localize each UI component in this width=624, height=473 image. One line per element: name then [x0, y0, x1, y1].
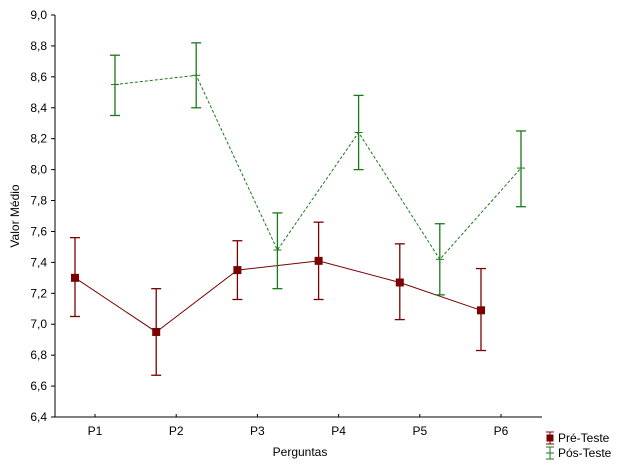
data-point	[71, 273, 79, 282]
series-marks	[70, 42, 526, 376]
series-line-1	[114, 74, 522, 261]
y-tick-label: 6,8	[30, 348, 47, 362]
y-tick-label: 8,6	[30, 70, 47, 84]
legend-label: Pós-Teste	[558, 446, 612, 460]
data-point	[233, 266, 242, 275]
error-bar	[516, 130, 526, 208]
y-tick-label: 7,6	[30, 224, 47, 238]
data-point	[152, 327, 161, 336]
y-tick-label: 6,6	[30, 379, 47, 393]
y-tick-label: 8,8	[30, 39, 47, 53]
data-point	[314, 256, 323, 265]
x-tick-label: P5	[412, 424, 427, 438]
y-tick-label: 7,8	[30, 194, 47, 208]
error-bar	[110, 54, 120, 117]
x-axis-label: Perguntas	[273, 445, 328, 459]
data-point	[477, 306, 485, 315]
error-bar	[272, 212, 283, 290]
x-tick-label: P1	[88, 424, 103, 438]
x-tick-label: P6	[494, 424, 509, 438]
y-tick-label: 9,0	[30, 8, 47, 22]
y-tick-label: 7,4	[30, 255, 47, 269]
x-tick-label: P2	[169, 424, 184, 438]
y-tick-label: 7,0	[30, 317, 47, 331]
y-tick-label: 8,4	[30, 101, 47, 115]
x-tick-label: P3	[250, 424, 265, 438]
y-tick-label: 8,2	[30, 132, 47, 146]
y-axis-label: Valor Médio	[8, 184, 22, 247]
data-point	[395, 278, 404, 287]
legend-square-icon	[546, 434, 554, 442]
y-tick-label: 7,2	[30, 286, 47, 300]
axes: 6,4 6,6 6,8 7,0 7,2 7,4 7,6 7,8 8,0 8,2 8,4 8,6 8,8 9…	[30, 8, 542, 438]
legend-label: Pré-Teste	[558, 431, 610, 445]
y-tick-label: 8,0	[30, 163, 47, 177]
y-tick-label: 6,4	[30, 410, 47, 424]
x-tick-label: P4	[331, 424, 346, 438]
